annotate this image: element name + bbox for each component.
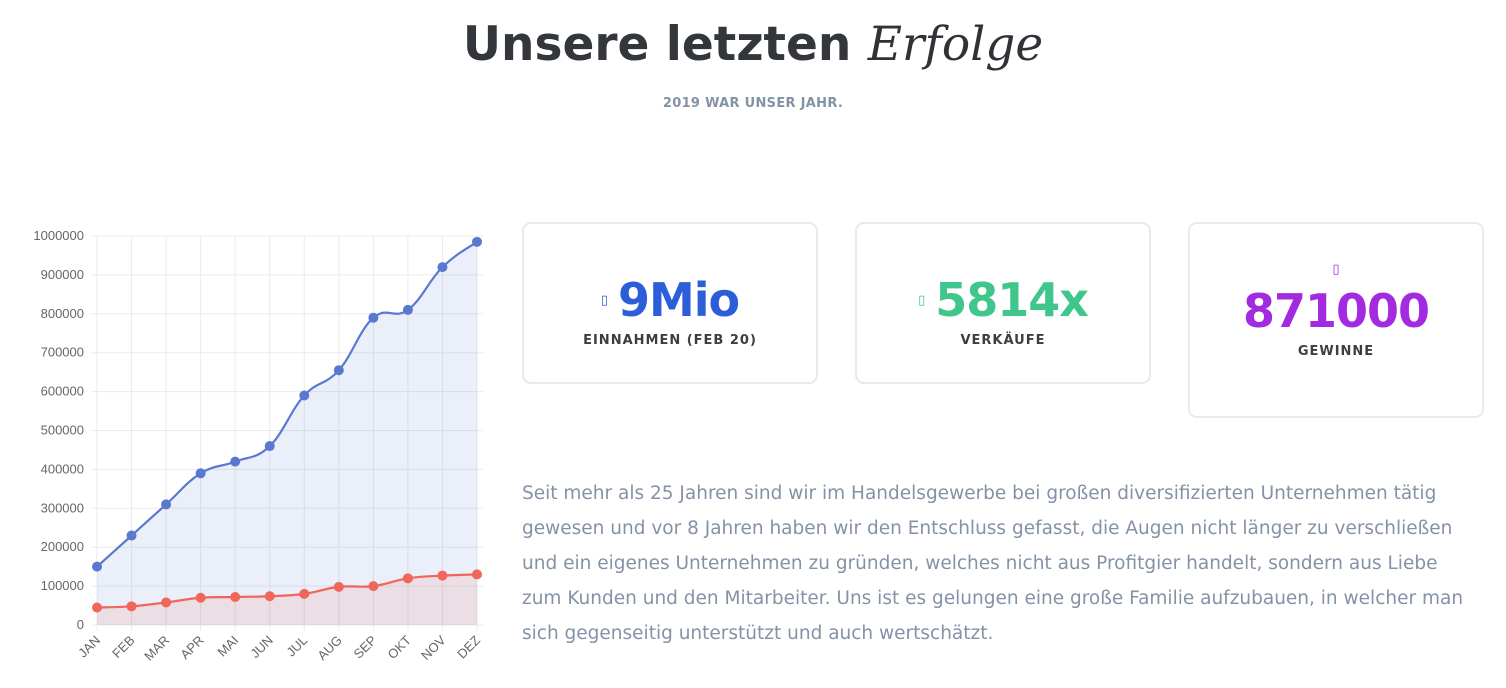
- chart-icon: ▯: [600, 292, 608, 308]
- series-0-point: [92, 561, 102, 572]
- stat-value-profit: 871000: [1242, 284, 1430, 338]
- stat-label-revenue: EINNAHMEN (FEB 20): [583, 333, 757, 348]
- series-1-point: [230, 591, 241, 602]
- series-0-point: [230, 456, 241, 467]
- y-tick-label: 100000: [41, 578, 84, 593]
- series-0-point: [333, 365, 344, 376]
- y-tick-label: 600000: [41, 384, 84, 399]
- x-tick-label: MAR: [141, 633, 172, 664]
- series-1-point: [126, 601, 137, 612]
- series-1-point: [368, 581, 379, 592]
- y-tick-label: 500000: [41, 423, 84, 438]
- y-tick-label: 700000: [41, 345, 84, 360]
- x-tick-label: APR: [177, 633, 207, 663]
- x-tick-label: DEZ: [454, 632, 483, 661]
- x-tick-label: OKT: [385, 632, 415, 662]
- series-1-point: [402, 573, 413, 584]
- money-icon: ▯: [1332, 262, 1340, 277]
- x-tick-label: NOV: [418, 632, 449, 663]
- y-tick-label: 800000: [41, 306, 84, 321]
- series-1-point: [437, 570, 448, 581]
- series-0-point: [264, 441, 275, 452]
- series-1-point: [264, 591, 275, 602]
- stat-value-revenue: 9Mio: [618, 273, 740, 327]
- series-0-area: [97, 241, 477, 625]
- series-1-point: [472, 569, 482, 580]
- x-tick-label: JUL: [283, 633, 310, 660]
- stat-label-sales: VERKÄUFE: [960, 333, 1046, 348]
- stat-value-sales: 5814x: [935, 273, 1089, 327]
- y-tick-label: 200000: [41, 539, 84, 554]
- series-0-point: [126, 530, 137, 541]
- series-0-point: [161, 499, 172, 510]
- series-0-point: [437, 262, 448, 273]
- x-tick-label: JAN: [75, 633, 103, 661]
- series-1-point: [195, 592, 206, 603]
- page-title-main: Unsere letzten: [462, 17, 852, 72]
- cart-icon: ▯: [918, 292, 926, 308]
- y-tick-label: 0: [77, 617, 84, 632]
- x-tick-label: SEP: [350, 633, 379, 662]
- series-0-point: [195, 468, 206, 479]
- x-tick-label: MAI: [214, 633, 241, 660]
- series-0-point: [368, 312, 379, 323]
- revenue-chart: 1000000900000800000700000600000500000400…: [33, 228, 483, 664]
- company-description: Seit mehr als 25 Jahren sind wir im Hand…: [522, 483, 1464, 644]
- y-tick-label: 900000: [41, 267, 84, 282]
- stat-card-profit: ▯ 871000 GEWINNE: [1188, 222, 1484, 418]
- x-tick-label: FEB: [109, 633, 137, 661]
- y-tick-label: 300000: [41, 500, 84, 515]
- page-title: Unsere letzten Erfolge: [0, 16, 1506, 74]
- y-tick-label: 1000000: [33, 228, 84, 243]
- series-0-point: [299, 390, 310, 401]
- series-1-point: [333, 581, 344, 592]
- y-tick-label: 400000: [41, 461, 84, 476]
- x-tick-label: AUG: [314, 633, 345, 664]
- series-0-point: [402, 304, 413, 315]
- stat-card-revenue: ▯ 9Mio EINNAHMEN (FEB 20): [522, 222, 818, 384]
- page-title-accent: Erfolge: [867, 17, 1044, 72]
- stat-card-sales: ▯ 5814x VERKÄUFE: [855, 222, 1151, 384]
- series-1-point: [299, 588, 310, 599]
- series-1-point: [161, 597, 172, 608]
- page-subtitle: 2019 WAR UNSER JAHR.: [662, 96, 844, 111]
- series-0-point: [472, 236, 482, 247]
- stat-label-profit: GEWINNE: [1297, 344, 1375, 359]
- series-1-area: [97, 574, 477, 625]
- series-1-point: [92, 602, 102, 613]
- x-tick-label: JUN: [247, 633, 275, 661]
